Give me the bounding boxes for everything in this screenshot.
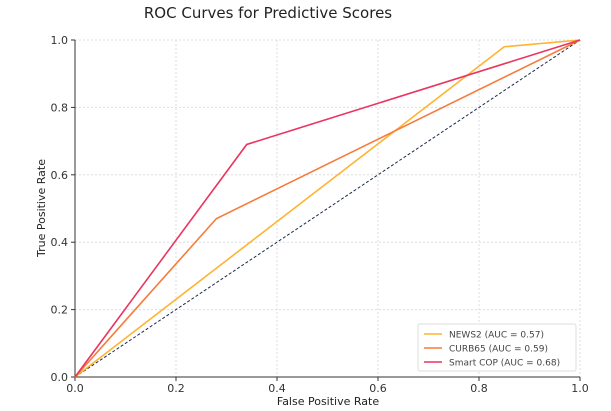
x-tick-label: 0.4 [268,382,286,395]
y-tick-label: 0.6 [51,169,69,182]
legend: NEWS2 (AUC = 0.57) CURB65 (AUC = 0.59) Sma… [417,323,577,372]
legend-entry: NEWS2 (AUC = 0.57) [449,331,544,341]
x-tick-label: 1.0 [571,382,589,395]
chart-title: ROC Curves for Predictive Scores [144,4,392,22]
roc-line-curb65 [74,39,581,378]
x-tick-label: 0.2 [167,382,185,395]
legend-entry: CURB65 (AUC = 0.59) [449,345,548,355]
y-tick-label: 0.8 [51,101,69,114]
x-tick-label: 0.0 [66,382,84,395]
y-tick-label: 1.0 [51,34,69,47]
y-axis-label: True Positive Rate [35,159,48,258]
roc-line-news2 [74,39,581,378]
y-tick-label: 0.0 [51,371,69,384]
y-tick-label: 0.4 [51,236,69,249]
x-tick-label: 0.8 [470,382,488,395]
roc-line-smart [74,39,581,378]
legend-box [417,323,577,372]
x-axis-label: False Positive Rate [277,395,379,408]
legend-entry: Smart COP (AUC = 0.68) [449,359,560,369]
reference-diagonal-line [74,39,581,378]
y-tick-label: 0.2 [51,304,69,317]
x-tick-label: 0.6 [369,382,387,395]
